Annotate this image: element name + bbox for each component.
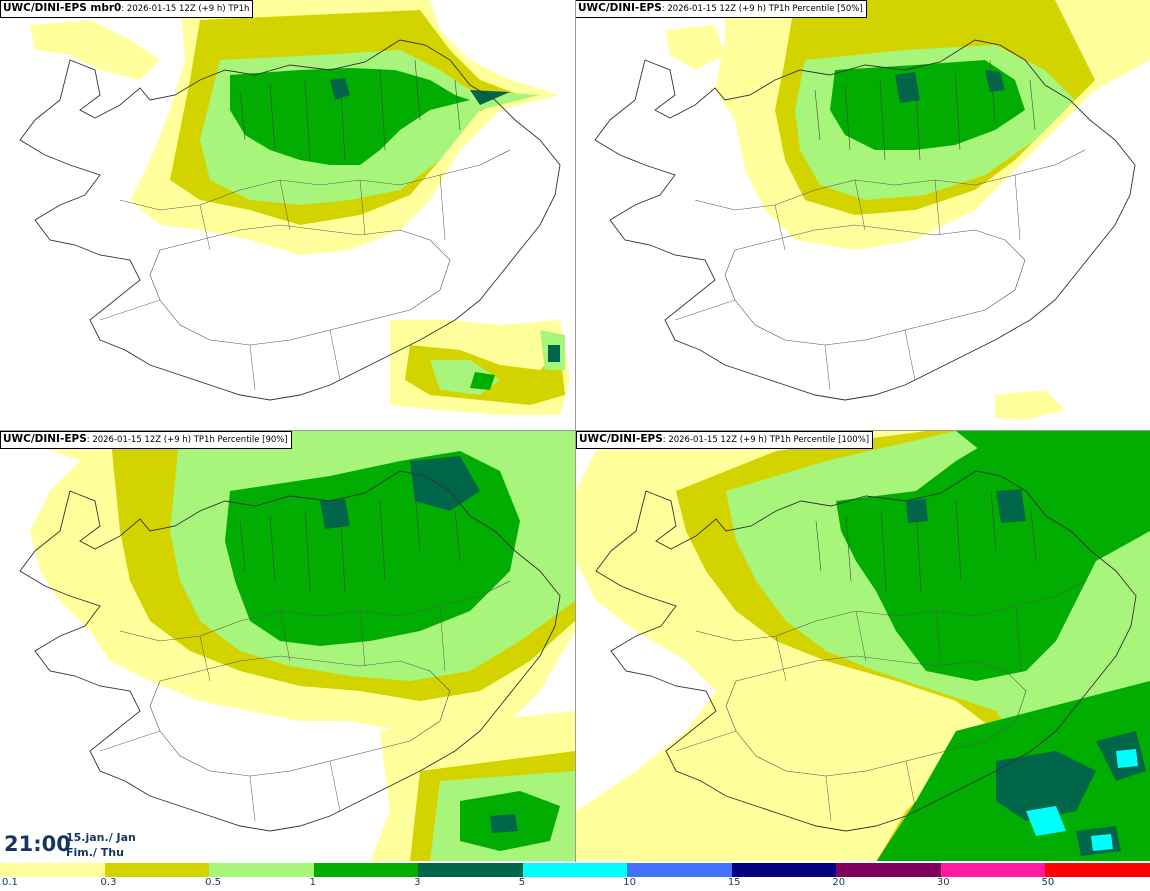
legend-swatch xyxy=(418,863,524,877)
map-panel-p50: UWC/DINI-EPS: 2026-01-15 12Z (+9 h) TP1h… xyxy=(575,0,1150,430)
legend-swatch xyxy=(836,863,942,877)
legend-tick-label: 3 xyxy=(414,877,421,888)
panel-title: UWC/DINI-EPS: 2026-01-15 12Z (+9 h) TP1h… xyxy=(0,431,292,449)
legend-swatch xyxy=(209,863,315,877)
legend-swatch xyxy=(0,863,105,877)
panel-model: UWC/DINI-EPS xyxy=(3,433,87,445)
panel-meta: : 2026-01-15 12Z (+9 h) TP1h Percentile … xyxy=(662,435,870,445)
legend-swatch xyxy=(522,863,628,877)
panel-meta: : 2026-01-15 12Z (+9 h) TP1h Percentile … xyxy=(86,435,288,445)
panel-divider-vertical xyxy=(575,0,576,862)
precip-map xyxy=(576,431,1150,861)
precip-map xyxy=(0,431,575,861)
legend-tick-label: 15 xyxy=(727,877,741,888)
legend-tick-label: 50 xyxy=(1041,877,1055,888)
valid-time-box: 21:00 15.jan./ Jan Fim./ Thu xyxy=(0,826,150,862)
legend-tick-label: 1 xyxy=(309,877,316,888)
legend-tick-label: 30 xyxy=(936,877,950,888)
legend-tick-label: 10 xyxy=(623,877,636,888)
legend-tick-label: 20 xyxy=(832,877,846,888)
panel-model: UWC/DINI-EPS xyxy=(578,2,662,14)
precip-map xyxy=(0,0,575,430)
panel-divider-horizontal xyxy=(0,430,1150,431)
valid-time: 21:00 xyxy=(4,832,71,856)
panel-title: UWC/DINI-EPS mbr0: 2026-01-15 12Z (+9 h)… xyxy=(0,0,254,18)
color-legend: 0.1 0.3 0.5 1 3 5 10 15 20 30 50 xyxy=(0,862,1150,891)
legend-swatch xyxy=(627,863,733,877)
panel-meta: : 2026-01-15 12Z (+9 h) TP1h Percentile … xyxy=(661,4,863,14)
legend-swatch xyxy=(940,863,1046,877)
legend-tick-label: 0.5 xyxy=(205,877,221,888)
legend-swatch xyxy=(313,863,419,877)
map-panel-p90: UWC/DINI-EPS: 2026-01-15 12Z (+9 h) TP1h… xyxy=(0,431,575,861)
legend-swatch xyxy=(104,863,210,877)
legend-tick-label: 0.3 xyxy=(100,877,117,888)
panel-title: UWC/DINI-EPS: 2026-01-15 12Z (+9 h) TP1h… xyxy=(575,0,867,18)
panel-meta: : 2026-01-15 12Z (+9 h) TP1h xyxy=(121,4,250,14)
panel-model: UWC/DINI-EPS mbr0 xyxy=(3,2,122,14)
legend-tick-label: 0.1 xyxy=(2,877,18,888)
valid-date: 15.jan./ Jan Fim./ Thu xyxy=(66,830,136,860)
legend-swatch xyxy=(731,863,837,877)
day-line: Fim./ Thu xyxy=(66,846,124,859)
legend-tick-label: 5 xyxy=(518,877,526,888)
map-panel-p100: UWC/DINI-EPS: 2026-01-15 12Z (+9 h) TP1h… xyxy=(576,431,1150,861)
panel-model: UWC/DINI-EPS xyxy=(579,433,663,445)
map-panel-mbr0: UWC/DINI-EPS mbr0: 2026-01-15 12Z (+9 h)… xyxy=(0,0,575,430)
precip-map xyxy=(575,0,1150,430)
legend-swatch xyxy=(1045,863,1150,877)
date-line: 15.jan./ Jan xyxy=(66,831,136,844)
panel-title: UWC/DINI-EPS: 2026-01-15 12Z (+9 h) TP1h… xyxy=(576,431,874,449)
